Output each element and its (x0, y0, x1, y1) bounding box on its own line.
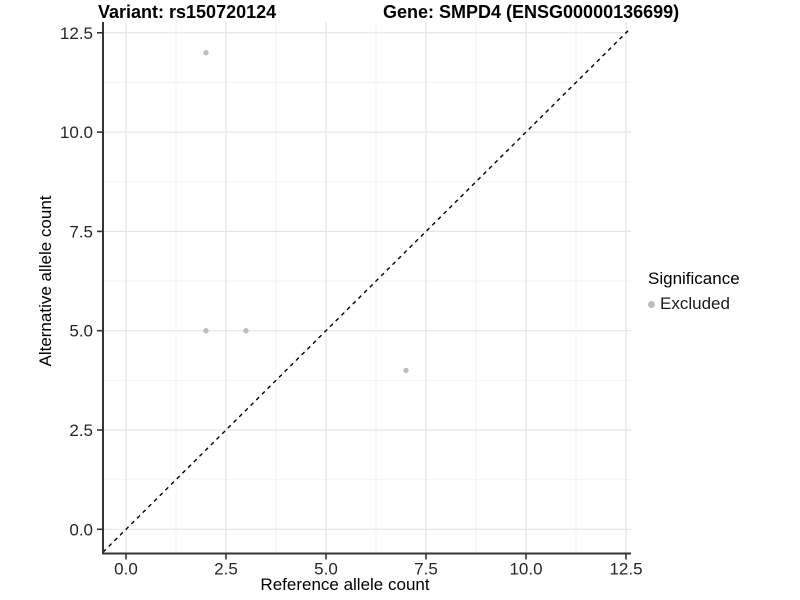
y-tick-label: 2.5 (69, 421, 93, 440)
x-tick-label: 12.5 (609, 560, 642, 579)
x-tick-label: 10.0 (509, 560, 542, 579)
legend-point-icon (648, 300, 655, 308)
x-tick-label: 2.5 (214, 560, 238, 579)
data-point (403, 367, 409, 374)
data-point (203, 328, 209, 334)
legend-title: Significance (648, 269, 740, 288)
legend-item-label: Excluded (660, 294, 730, 313)
y-tick-label: 10.0 (60, 123, 93, 142)
y-tick-label: 12.5 (60, 24, 93, 43)
y-tick-label: 5.0 (69, 322, 93, 341)
x-tick-label: 7.5 (414, 560, 438, 579)
y-tick-label: 0.0 (69, 520, 93, 539)
x-axis-title: Reference allele count (260, 575, 430, 594)
legend-item-excluded: Excluded (648, 294, 740, 314)
data-point (243, 328, 249, 334)
y-tick-label: 7.5 (69, 222, 93, 241)
data-point (203, 49, 209, 56)
x-tick-label: 0.0 (114, 560, 138, 579)
legend: Significance Excluded (648, 269, 740, 314)
x-tick-label: 5.0 (314, 560, 338, 579)
plot-title-gene: Gene: SMPD4 (ENSG00000136699) (383, 2, 680, 22)
y-axis-title: Alternative allele count (36, 195, 55, 367)
identity-line (102, 27, 632, 553)
plot-title-variant: Variant: rs150720124 (98, 2, 277, 22)
